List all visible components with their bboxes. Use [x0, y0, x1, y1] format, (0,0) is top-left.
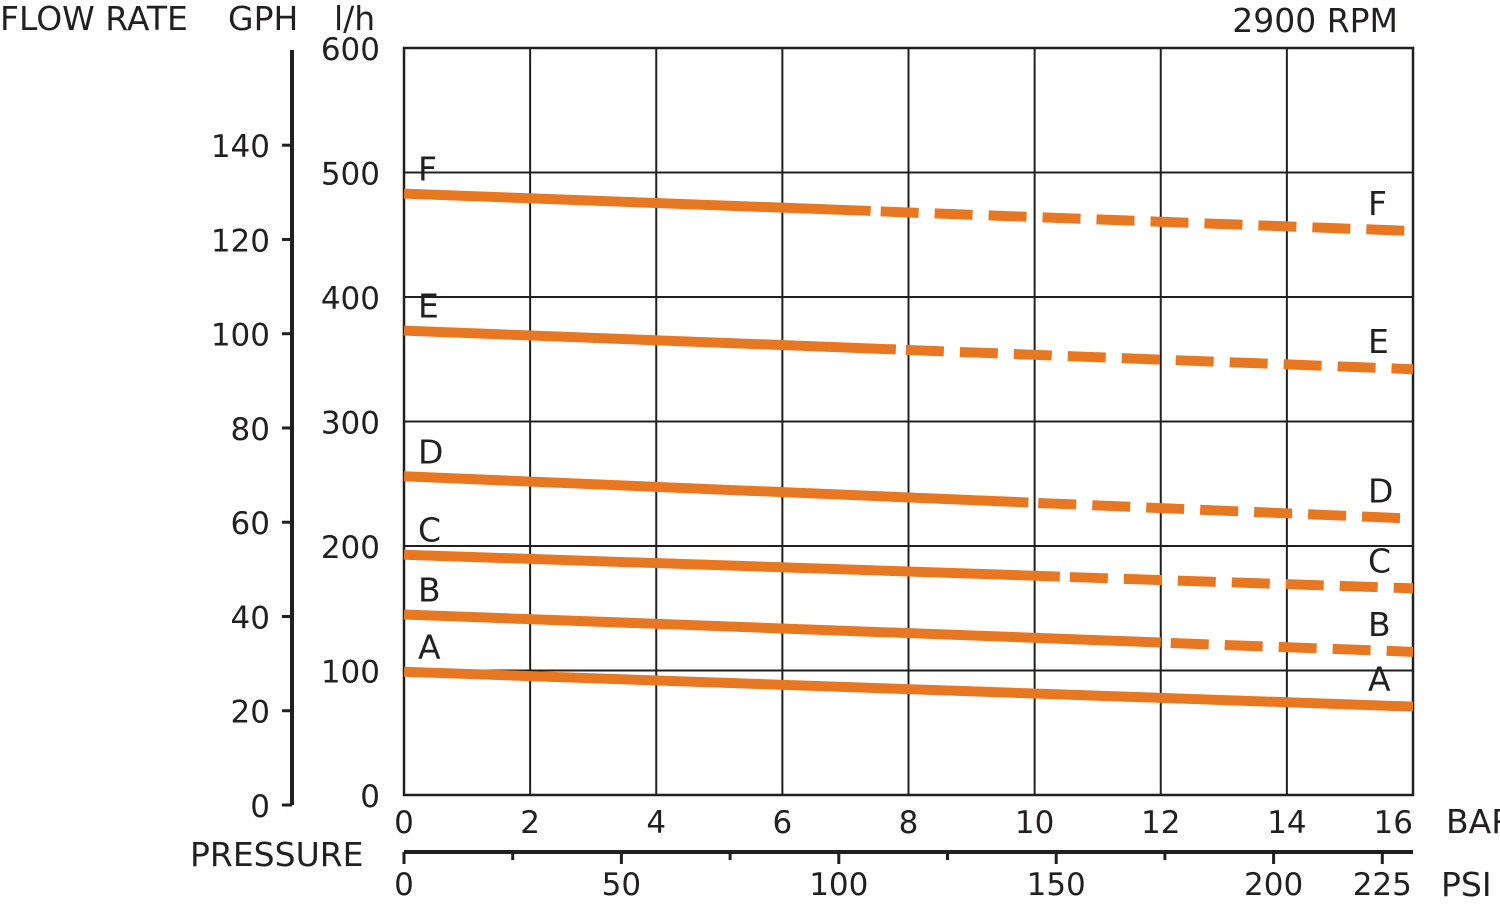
x-bar-tick-label: 6 [773, 805, 793, 841]
series-E-label-left: E [418, 287, 439, 326]
x-psi-tick-label: 50 [602, 867, 641, 903]
x-bar-tick-label: 8 [899, 805, 919, 841]
x-psi-tick-label: 225 [1353, 867, 1412, 903]
lh-unit-label: l/h [334, 0, 375, 38]
x-bar-tick-label: 14 [1267, 805, 1306, 841]
series-B-label-right: B [1368, 605, 1391, 644]
y-gph-tick-label: 60 [231, 506, 270, 542]
x-bar-tick-label: 4 [646, 805, 666, 841]
series-C-label-left: C [418, 511, 441, 550]
x-bar-tick-label: 0 [394, 805, 414, 841]
series-D-solid [403, 471, 1029, 508]
x-psi-tick-label: 100 [809, 867, 868, 903]
y-gph-tick-label: 80 [231, 412, 270, 448]
y-lh-tick-label: 100 [321, 655, 380, 691]
series-F-solid [403, 188, 871, 216]
plot-border [402, 46, 1415, 797]
rpm-label: 2900 RPM [1232, 1, 1398, 40]
psi-axis [402, 850, 1413, 864]
series-F-label-left: F [418, 150, 437, 189]
x-psi-tick-label: 200 [1244, 867, 1303, 903]
series-E-solid [403, 325, 897, 355]
y-gph-tick-label: 140 [211, 129, 270, 165]
series-A-label-right: A [1368, 660, 1391, 699]
psi-unit-label: PSI [1441, 865, 1492, 904]
y-lh-tick-label: 0 [360, 779, 380, 815]
y-lh-tick-label: 600 [321, 32, 380, 68]
series-A-label-left: A [418, 628, 441, 667]
series-C-label-right: C [1368, 541, 1391, 580]
y-gph-tick-label: 120 [211, 223, 270, 259]
y-gph-tick-label: 100 [211, 318, 270, 354]
x-bar-tick-label: 2 [520, 805, 540, 841]
series-D-label-right: D [1368, 472, 1393, 511]
plot-frame [402, 46, 1415, 797]
flow-rate-title: FLOW RATE [0, 0, 188, 38]
series-C-dashed [1069, 572, 1414, 594]
series-B-dashed [1170, 637, 1414, 657]
series-E-dashed [905, 344, 1414, 375]
series-B-label-left: B [418, 570, 441, 609]
x-bar-tick-label: 10 [1015, 805, 1054, 841]
x-psi-tick-label: 150 [1027, 867, 1086, 903]
y-gph-tick-label: 0 [250, 789, 270, 825]
y-lh-tick-label: 200 [321, 530, 380, 566]
y-lh-tick-label: 400 [321, 281, 380, 317]
y-gph-tick-label: 20 [231, 695, 270, 731]
x-bar-tick-label: 12 [1141, 805, 1180, 841]
gph-axis [282, 50, 294, 807]
gph-unit-label: GPH [228, 0, 298, 38]
pressure-label: PRESSURE [190, 835, 364, 874]
y-lh-tick-label: 300 [321, 406, 380, 442]
series-D-dashed [1038, 497, 1414, 524]
series-C-solid [403, 549, 1061, 582]
grid [403, 47, 1414, 796]
series-A-solid [403, 666, 1414, 712]
y-lh-tick-label: 500 [321, 157, 380, 193]
series-E-label-right: E [1368, 322, 1389, 361]
y-gph-tick-label: 40 [231, 600, 270, 636]
series-B-solid [403, 609, 1161, 648]
series-F-label-right: F [1368, 184, 1387, 223]
x-bar-tick-label: 16 [1374, 805, 1413, 841]
x-psi-tick-label: 0 [394, 867, 414, 903]
series-F-dashed [880, 206, 1414, 237]
series-D-label-left: D [418, 432, 443, 471]
bar-unit-label: BAR [1446, 802, 1500, 841]
